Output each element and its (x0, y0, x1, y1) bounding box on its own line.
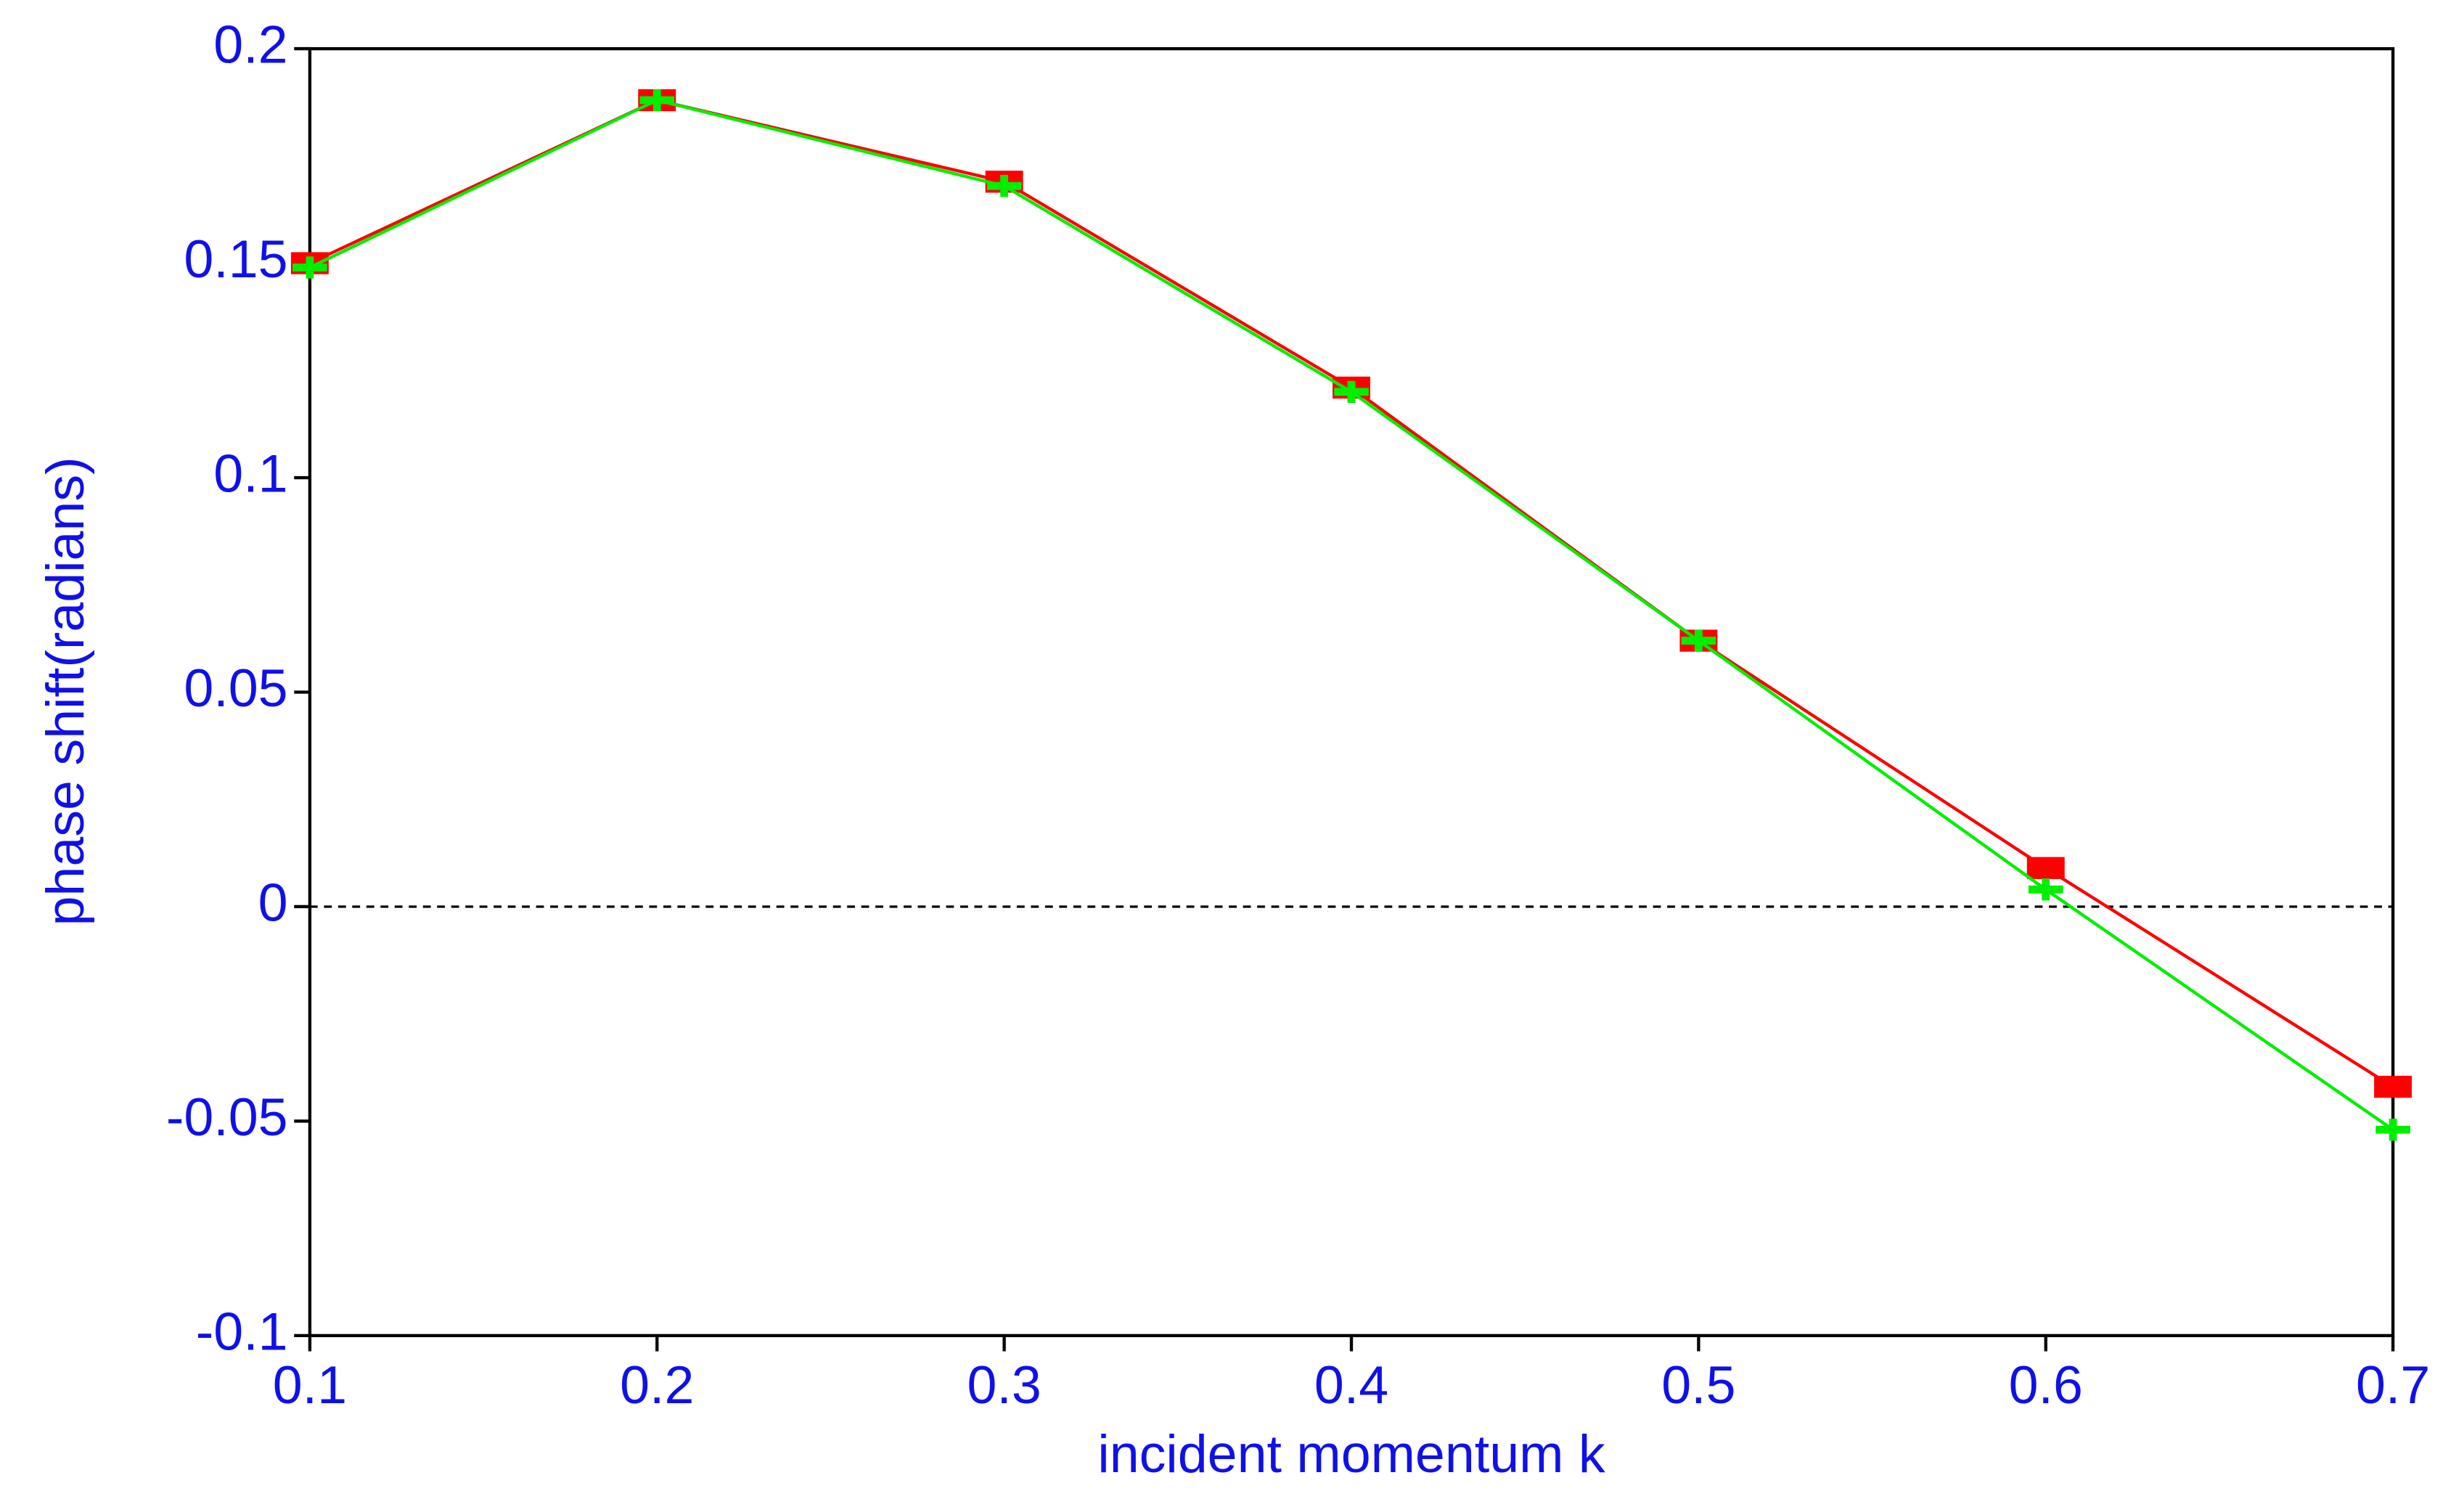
y-tick-label: 0.15 (184, 229, 287, 289)
plot-frame (308, 46, 2395, 1338)
y-tick-label: 0.2 (213, 15, 287, 75)
x-tick-label: 0.3 (967, 1355, 1041, 1415)
y-tick-label: -0.1 (196, 1301, 288, 1361)
x-tick-label: 0.2 (620, 1355, 694, 1415)
y-tick-label: 0.05 (184, 658, 287, 718)
y-tick-label: -0.05 (166, 1087, 288, 1147)
x-axis-label: incident momentum k (1097, 1424, 1605, 1484)
marker (1681, 629, 1716, 652)
marker (292, 256, 327, 279)
marker (639, 89, 675, 112)
x-tick-label: 0.1 (273, 1355, 347, 1415)
x-tick-label: 0.5 (1661, 1355, 1735, 1415)
y-tick-label: 0.1 (213, 443, 287, 503)
marker (2028, 878, 2063, 901)
marker (2374, 1075, 2412, 1098)
marker (2026, 857, 2065, 879)
x-tick-label: 0.6 (2009, 1355, 2083, 1415)
x-tick-label: 0.7 (2356, 1355, 2430, 1415)
marker (986, 175, 1022, 197)
series-line (308, 98, 2394, 1132)
series-line (308, 98, 2394, 1088)
marker (1334, 380, 1369, 403)
y-tick-label: 0 (258, 872, 288, 932)
marker (2375, 1119, 2410, 1141)
x-tick-label: 0.4 (1314, 1355, 1388, 1415)
y-axis-label: phase shift(radians) (35, 457, 95, 926)
